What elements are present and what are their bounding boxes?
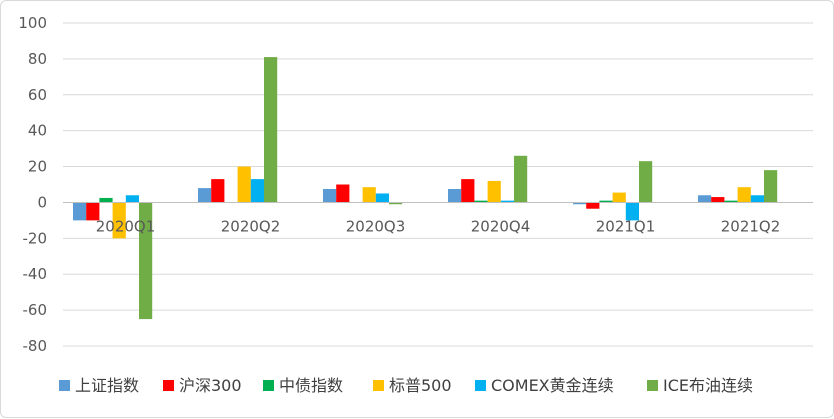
bar-2021Q1-沪深300 [586, 202, 600, 209]
bar-2021Q2-ICE布油连续 [764, 170, 778, 203]
bar-2020Q3-ICE布油连续 [389, 202, 403, 205]
category-labels: 2020Q1 2020Q2 2020Q3 2020Q4 2021Q1 2021Q2 [96, 217, 781, 235]
y-tick-label: -80 [23, 337, 48, 355]
bar-2021Q1-上证指数 [573, 202, 587, 205]
y-tick-label: -60 [23, 301, 48, 319]
bar-2020Q1-COMEX黄金连续 [125, 195, 139, 203]
y-tick-label: 80 [28, 50, 47, 68]
bar-2020Q1-ICE布油连续 [139, 202, 153, 320]
bar-2021Q1-标普500 [612, 192, 626, 203]
legend-swatch [373, 380, 384, 391]
bar-2020Q2-COMEX黄金连续 [250, 179, 264, 203]
x-tick-label: 2020Q3 [346, 217, 406, 235]
bar-2020Q4-标普500 [487, 180, 501, 203]
bar-2021Q2-上证指数 [698, 195, 712, 203]
bar-2021Q2-标普500 [737, 187, 751, 203]
x-tick-label: 2021Q1 [596, 217, 656, 235]
legend-label: ICE布油连续 [663, 376, 753, 395]
bar-2020Q1-中债指数 [99, 197, 113, 203]
legend-label: 上证指数 [75, 376, 139, 395]
bar-2020Q4-COMEX黄金连续 [500, 200, 514, 203]
legend-label: COMEX黄金连续 [491, 376, 614, 395]
bar-2020Q4-中债指数 [474, 200, 488, 203]
legend: 上证指数 沪深300 中债指数 标普500 COMEX黄金连续 ICE布油连续 [59, 376, 753, 395]
bar-2021Q2-中债指数 [724, 200, 738, 203]
bar-2021Q1-ICE布油连续 [639, 161, 653, 203]
y-tick-label: 100 [18, 14, 47, 32]
bar-2020Q2-沪深300 [211, 179, 225, 203]
bar-2021Q2-沪深300 [711, 197, 725, 203]
legend-label: 标普500 [389, 376, 452, 395]
bar-2021Q1-中债指数 [599, 200, 613, 203]
bar-2020Q3-上证指数 [323, 188, 337, 203]
bars [73, 57, 778, 320]
bar-2020Q4-上证指数 [448, 188, 462, 203]
x-tick-label: 2021Q2 [721, 217, 781, 235]
y-tick-label: -40 [23, 265, 48, 283]
legend-swatch [163, 380, 174, 391]
y-tick-label: 40 [28, 122, 47, 140]
x-tick-label: 2020Q2 [221, 217, 281, 235]
legend-label: 沪深300 [179, 376, 242, 395]
x-tick-label: 2020Q1 [96, 217, 156, 235]
x-tick-label: 2020Q4 [471, 217, 531, 235]
bar-2020Q3-COMEX黄金连续 [375, 193, 389, 203]
bar-2020Q2-标普500 [237, 166, 251, 203]
legend-swatch [647, 380, 658, 391]
y-tick-label: 60 [28, 86, 47, 104]
legend-swatch [263, 380, 274, 391]
legend-label: 中债指数 [279, 376, 343, 395]
bar-2020Q4-ICE布油连续 [514, 155, 528, 203]
bar-2020Q3-沪深300 [336, 184, 350, 203]
bar-2021Q1-COMEX黄金连续 [625, 202, 639, 221]
legend-swatch [475, 380, 486, 391]
legend-swatch [59, 380, 70, 391]
bar-2020Q1-沪深300 [86, 202, 100, 221]
bar-2020Q2-上证指数 [198, 188, 212, 203]
bar-2020Q1-上证指数 [73, 202, 87, 221]
bar-2020Q2-ICE布油连续 [264, 57, 278, 203]
bar-2021Q2-COMEX黄金连续 [750, 195, 764, 203]
bar-2020Q4-沪深300 [461, 179, 475, 203]
y-tick-label: -20 [23, 229, 48, 247]
y-axis-ticks: 100 80 60 40 20 0 -20 -40 -60 -80 [18, 14, 47, 355]
bar-2020Q3-标普500 [362, 187, 376, 203]
y-tick-label: 0 [37, 193, 47, 211]
y-tick-label: 20 [28, 158, 47, 176]
bar-2020Q1-标普500 [112, 202, 126, 239]
gridlines [63, 22, 813, 347]
